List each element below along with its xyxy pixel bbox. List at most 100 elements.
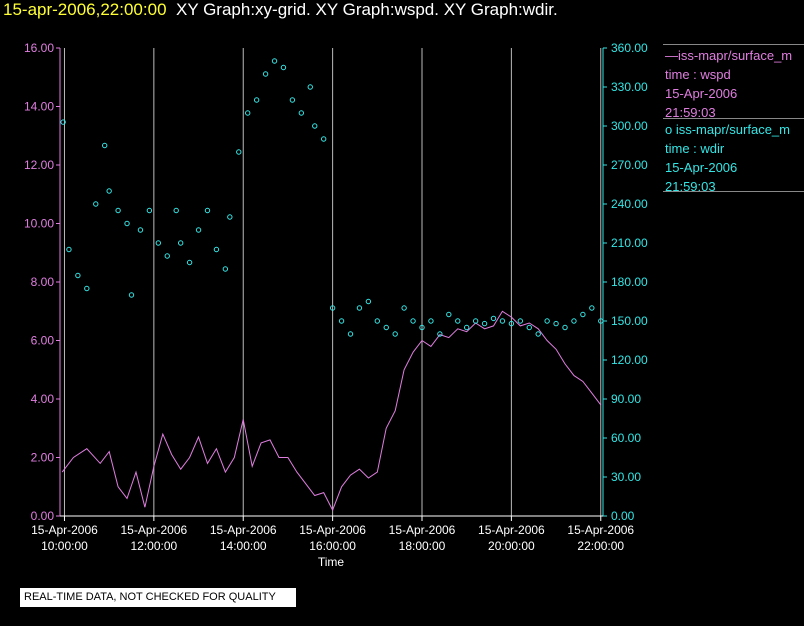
wdir-point [106,188,112,194]
wdir-point [481,320,488,327]
wdir-point [75,272,81,279]
wdir-point [155,240,162,246]
wdir-point [245,110,251,116]
wdir-point [463,324,470,331]
wdir-point [280,64,287,71]
right-tick-label: 240.00 [611,197,648,211]
x-tick-time: 10:00:00 [41,539,88,553]
wdir-point [329,305,336,311]
right-tick-label: 150.00 [611,314,648,328]
wdir-point [392,331,398,337]
wdir-point [186,259,193,266]
wdir-point [137,227,144,233]
wdir-point [236,149,242,155]
wdir-point [146,207,153,214]
x-tick-date: 15-Apr-2006 [567,523,634,537]
wdir-point [508,320,515,327]
legend-divider [663,118,804,119]
wdir-point [124,220,130,227]
x-tick-time: 14:00:00 [220,539,267,553]
wdir-point [428,318,434,324]
wdir-point [84,285,90,292]
wdir-point [401,305,407,311]
left-tick-label: 8.00 [31,275,55,289]
wdir-point [356,305,363,311]
wdir-point [115,207,121,214]
wdir-point [60,119,66,125]
wdir-point [298,110,305,116]
wdir-point [419,324,425,331]
wdir-point [338,318,345,324]
wdir-point [571,318,577,324]
wdir-point [535,331,541,337]
wdir-point [320,136,327,142]
legend-wspd-name: —iss-mapr/surface_m [665,48,793,63]
right-tick-label: 330.00 [611,80,648,94]
wdir-point [455,318,461,324]
legend-wspd: —iss-mapr/surface_m time : wspd 15-Apr-2… [665,46,792,122]
x-tick-date: 15-Apr-2006 [299,523,366,537]
wdir-point [222,266,229,272]
right-tick-label: 180.00 [611,275,648,289]
legend-divider [663,191,804,192]
legend-wspd-var: time : wspd [665,67,731,82]
wdir-point [262,71,269,77]
wdir-point [499,318,506,324]
quality-notice: REAL-TIME DATA, NOT CHECKED FOR QUALITY [20,588,296,607]
legend-wdir-var: time : wdir [665,141,725,156]
wdir-point [213,246,220,253]
x-tick-date: 15-Apr-2006 [210,523,277,537]
right-tick-label: 90.00 [611,392,641,406]
wdir-point [307,84,313,90]
wdir-point [598,318,604,324]
wdir-point [526,324,532,331]
wdir-point [66,246,72,253]
x-tick-date: 15-Apr-2006 [120,523,187,537]
x-tick-date: 15-Apr-2006 [31,523,98,537]
legend-wspd-date: 15-Apr-2006 [665,86,738,101]
wdir-point [128,292,135,298]
x-axis-label: Time [318,555,345,569]
right-tick-label: 270.00 [611,158,648,172]
wdir-point [177,240,184,246]
left-tick-label: 6.00 [31,334,55,348]
wdir-point [253,97,260,103]
wdir-point [517,318,524,324]
x-tick-time: 18:00:00 [399,539,446,553]
wdir-point [589,305,595,311]
right-tick-label: 300.00 [611,119,648,133]
wdir-point [271,58,278,64]
right-tick-label: 60.00 [611,431,641,445]
wdir-point [101,142,108,149]
wdir-point [374,318,381,324]
legend-wdir-date: 15-Apr-2006 [665,160,738,175]
header-timestamp: 15-apr-2006,22:00:00 [3,0,167,19]
wdir-point [227,214,233,220]
left-tick-label: 12.00 [24,158,54,172]
left-tick-label: 16.00 [24,41,54,55]
wdir-point [312,123,318,129]
header-graph-names: XY Graph:xy-grid. XY Graph:wspd. XY Grap… [175,0,558,19]
wdir-point [365,298,372,305]
legend-wdir-time: 21:59:03 [665,179,716,194]
legend-wdir-name: o iss-mapr/surface_m [665,122,790,137]
right-tick-label: 360.00 [611,41,648,55]
wdir-point [472,318,479,324]
wspd-series-line [61,310,602,512]
left-tick-label: 2.00 [31,451,55,465]
wdir-point [580,311,586,318]
wdir-point [544,318,550,324]
right-tick-label: 120.00 [611,353,648,367]
wdir-point [446,311,452,318]
wdir-point [195,227,202,233]
wdir-point [93,201,99,207]
legend-wspd-time: 21:59:03 [665,105,716,120]
wdir-point [204,207,211,214]
x-tick-date: 15-Apr-2006 [389,523,456,537]
left-tick-label: 0.00 [31,509,55,523]
wdir-point [383,324,389,331]
x-tick-time: 16:00:00 [309,539,356,553]
left-tick-label: 4.00 [31,392,55,406]
header-title: 15-apr-2006,22:00:00 XY Graph:xy-grid. X… [3,0,558,20]
wdir-point [164,253,170,259]
